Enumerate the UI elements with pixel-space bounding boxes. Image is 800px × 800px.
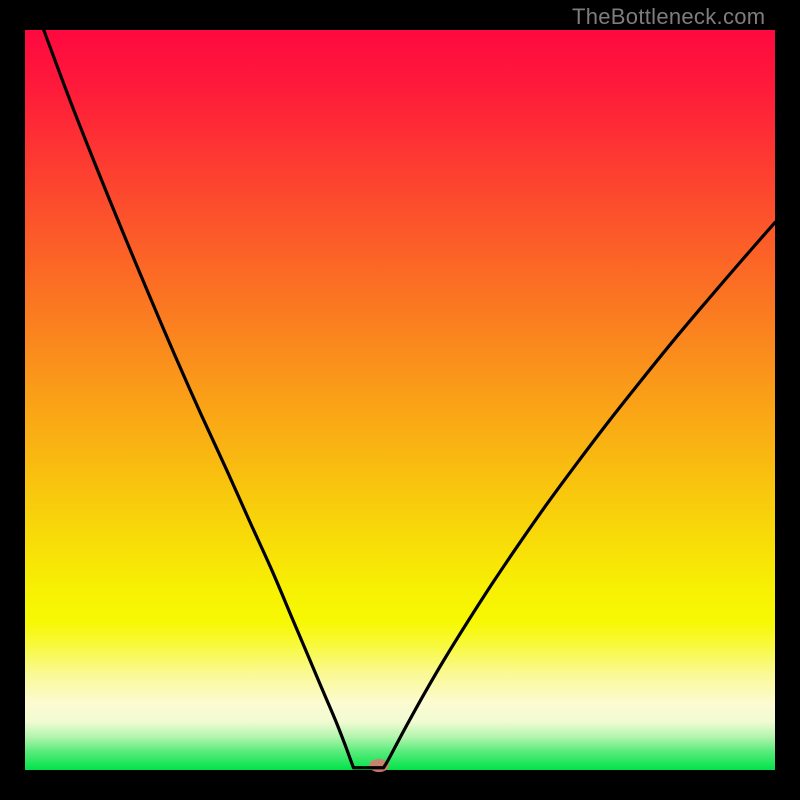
plot-background [25, 30, 775, 770]
watermark-text: TheBottleneck.com [572, 4, 765, 30]
bottleneck-chart [0, 0, 800, 800]
bottleneck-curve [44, 30, 775, 768]
chart-container: TheBottleneck.com [0, 0, 800, 800]
bottleneck-marker [369, 759, 389, 772]
